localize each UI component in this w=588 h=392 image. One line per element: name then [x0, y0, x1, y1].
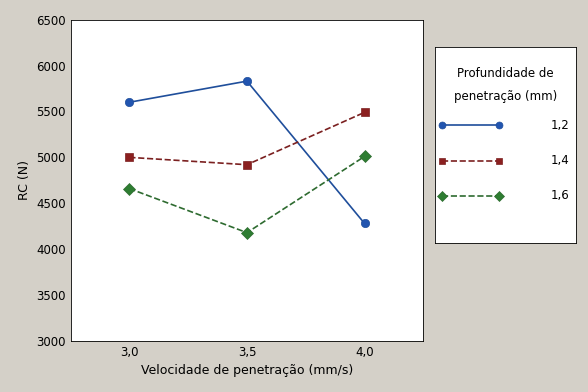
Text: penetração (mm): penetração (mm) [454, 90, 557, 103]
1,4 [361, 110, 368, 115]
X-axis label: Velocidade de penetração (mm/s): Velocidade de penetração (mm/s) [141, 365, 353, 377]
1,2 [361, 221, 368, 226]
Text: 1,6: 1,6 [550, 189, 569, 203]
Text: Profundidade de: Profundidade de [457, 67, 554, 80]
1,6 [126, 186, 133, 191]
Line: 1,2: 1,2 [125, 77, 369, 228]
1,4 [126, 155, 133, 160]
1,6 [243, 230, 250, 235]
1,4 [243, 162, 250, 167]
1,2 [126, 100, 133, 105]
1,2 [243, 79, 250, 83]
Text: 1,4: 1,4 [550, 154, 569, 167]
Text: 1,2: 1,2 [550, 119, 569, 132]
Y-axis label: RC (N): RC (N) [18, 160, 31, 200]
Line: 1,4: 1,4 [125, 108, 369, 169]
Line: 1,6: 1,6 [125, 152, 369, 237]
1,6 [361, 154, 368, 159]
